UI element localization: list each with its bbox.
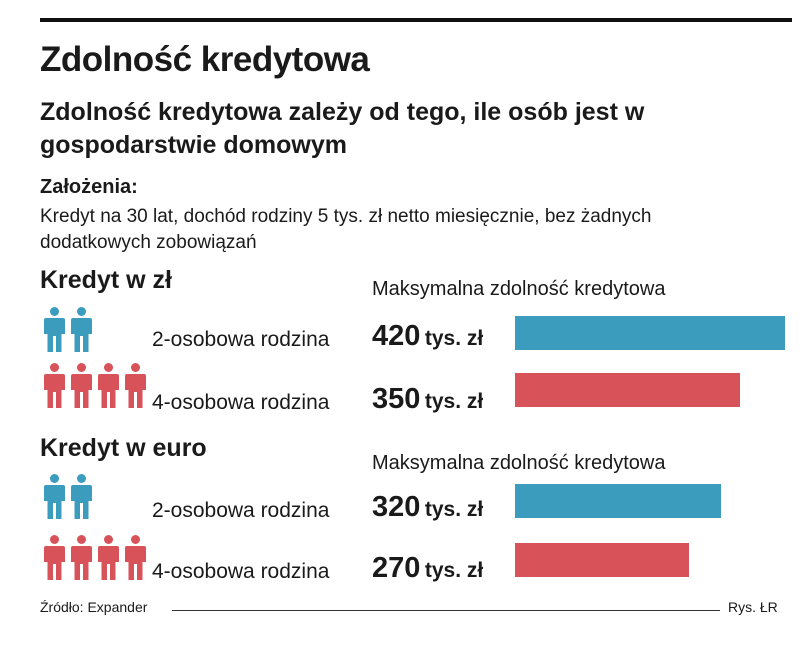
person-icon <box>71 363 92 408</box>
person-icon <box>98 363 119 408</box>
person-icon <box>44 363 65 408</box>
person-icon <box>44 474 65 519</box>
value-header-pln: Maksymalna zdolność kredytowa <box>372 278 666 300</box>
person-icon <box>125 363 146 408</box>
value-number: 320 <box>372 491 421 523</box>
footer-rule <box>172 610 720 611</box>
person-icon <box>125 535 146 580</box>
row-label: 4-osobowa rodzina <box>152 391 330 414</box>
row-label: 2-osobowa rodzina <box>152 499 330 522</box>
people-group <box>44 307 92 353</box>
bar-mark <box>515 543 689 577</box>
page-title: Zdolność kredytowa <box>40 40 370 79</box>
person-icon <box>71 474 92 519</box>
section-title-pln: Kredyt w zł <box>40 266 172 294</box>
value-label: 420 tys. zł <box>372 320 483 353</box>
value-unit: tys. zł <box>424 498 484 521</box>
person-icon <box>44 307 65 352</box>
section-title-eur: Kredyt w euro <box>40 434 207 462</box>
value-label: 320 tys. zł <box>372 491 483 524</box>
value-number: 270 <box>372 552 421 584</box>
assumptions-text: Kredyt na 30 lat, dochód rodziny 5 tys. … <box>40 206 652 253</box>
value-number: 350 <box>372 383 421 415</box>
top-rule <box>40 18 792 22</box>
people-group <box>44 474 92 520</box>
value-label: 270 tys. zł <box>372 552 483 585</box>
bar-mark <box>515 373 740 407</box>
value-label: 350 tys. zł <box>372 383 483 416</box>
source-note: Źródło: Expander <box>40 599 148 615</box>
person-icon <box>44 535 65 580</box>
row-label: 4-osobowa rodzina <box>152 560 330 583</box>
value-number: 420 <box>372 320 421 352</box>
value-header-eur: Maksymalna zdolność kredytowa <box>372 452 666 474</box>
bar-mark <box>515 316 785 350</box>
page-subtitle: Zdolność kredytowa zależy od tego, ile o… <box>40 98 645 159</box>
credit-note: Rys. ŁR <box>728 599 778 615</box>
value-unit: tys. zł <box>424 390 484 413</box>
value-unit: tys. zł <box>424 327 484 350</box>
assumptions-label: Założenia: <box>40 176 138 198</box>
person-icon <box>98 535 119 580</box>
people-group <box>44 535 146 581</box>
bar-mark <box>515 484 721 518</box>
person-icon <box>71 535 92 580</box>
person-icon <box>71 307 92 352</box>
row-label: 2-osobowa rodzina <box>152 328 330 351</box>
value-unit: tys. zł <box>424 559 484 582</box>
people-group <box>44 363 146 409</box>
